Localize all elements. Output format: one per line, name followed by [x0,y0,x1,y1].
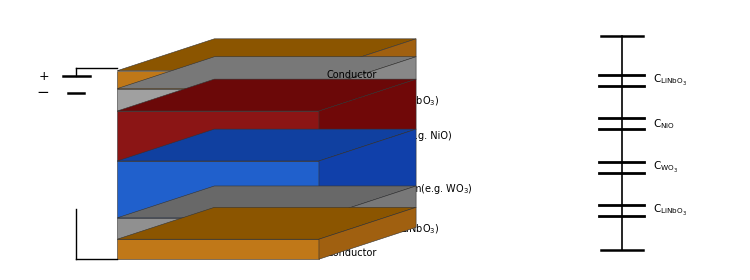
Polygon shape [117,57,416,88]
Text: Ion Storage Film(e.g. NiO): Ion Storage Film(e.g. NiO) [326,131,452,141]
Polygon shape [319,39,416,88]
Polygon shape [319,186,416,239]
Polygon shape [117,218,319,239]
Text: Conductor: Conductor [326,248,376,258]
Polygon shape [117,239,319,259]
Polygon shape [117,129,416,161]
Polygon shape [117,88,319,111]
Polygon shape [117,39,416,71]
Polygon shape [117,161,319,218]
Polygon shape [319,57,416,111]
Text: C$_{\mathrm{LiNbO_3}}$: C$_{\mathrm{LiNbO_3}}$ [653,73,687,88]
Text: Conductor: Conductor [326,71,376,80]
Text: +: + [38,70,50,83]
Text: Electrolyte(e.g.LiNbO$_3$): Electrolyte(e.g.LiNbO$_3$) [326,221,440,235]
Polygon shape [117,207,416,239]
Polygon shape [117,186,416,218]
Text: Electrochromic film(e.g. WO$_3$): Electrochromic film(e.g. WO$_3$) [326,182,473,196]
Text: C$_{\mathrm{NiO}}$: C$_{\mathrm{NiO}}$ [653,117,675,131]
Polygon shape [117,71,319,88]
Polygon shape [117,111,319,161]
Polygon shape [319,79,416,161]
Polygon shape [319,129,416,218]
Text: C$_{\mathrm{WO_3}}$: C$_{\mathrm{WO_3}}$ [653,160,678,175]
Polygon shape [319,207,416,259]
Polygon shape [117,79,416,111]
Text: Electrolyte(e.g.LiNbO$_3$): Electrolyte(e.g.LiNbO$_3$) [326,94,440,108]
Text: C$_{\mathrm{LiNbO_3}}$: C$_{\mathrm{LiNbO_3}}$ [653,203,687,218]
Text: −: − [37,85,50,100]
